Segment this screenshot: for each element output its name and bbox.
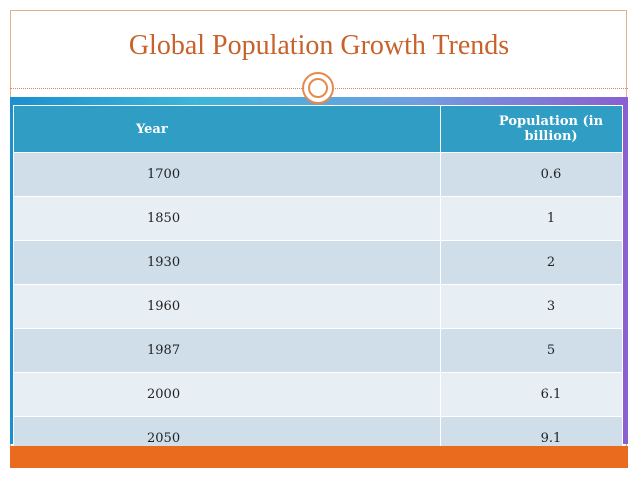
footer-accent-bar xyxy=(10,446,628,468)
circle-ornament-icon xyxy=(302,72,334,104)
table-row: 1960 3 xyxy=(13,284,623,329)
population-table: Year Population (in billion) 1700 0.6 18… xyxy=(13,105,623,461)
year-cell: 1700 xyxy=(13,152,441,197)
population-cell: 3 xyxy=(440,284,623,329)
year-cell: 1930 xyxy=(13,240,441,285)
header-year: Year xyxy=(13,105,441,153)
table-row: 1930 2 xyxy=(13,240,623,285)
year-cell: 1960 xyxy=(13,284,441,329)
table-row: 2000 6.1 xyxy=(13,372,623,417)
table-row: 1987 5 xyxy=(13,328,623,373)
population-cell: 5 xyxy=(440,328,623,373)
year-cell: 1850 xyxy=(13,196,441,241)
year-cell: 1987 xyxy=(13,328,441,373)
population-cell: 0.6 xyxy=(440,152,623,197)
table-header-row: Year Population (in billion) xyxy=(13,105,623,153)
table-row: 1700 0.6 xyxy=(13,152,623,197)
table-row: 1850 1 xyxy=(13,196,623,241)
header-population: Population (in billion) xyxy=(440,105,623,153)
population-cell: 2 xyxy=(440,240,623,285)
year-cell: 2000 xyxy=(13,372,441,417)
population-cell: 6.1 xyxy=(440,372,623,417)
slide-title: Global Population Growth Trends xyxy=(128,30,510,61)
population-cell: 1 xyxy=(440,196,623,241)
